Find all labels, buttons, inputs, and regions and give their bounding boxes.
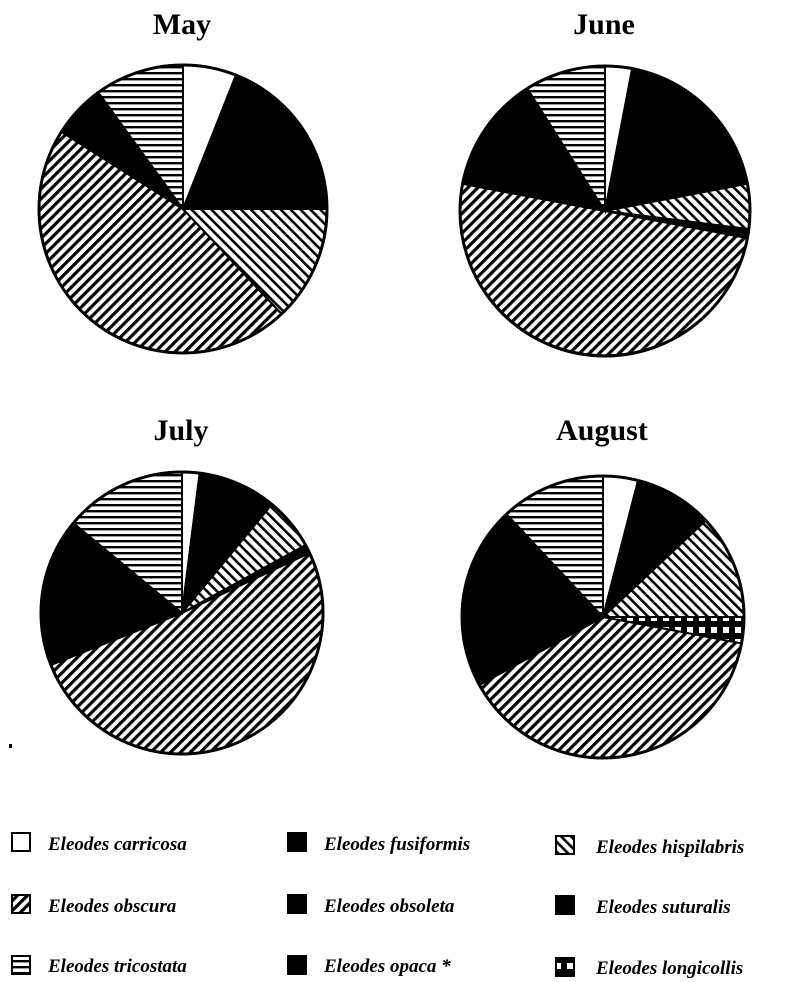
legend-label-carricosa: Eleodes carricosa [47,834,187,855]
legend-label-longicollis: Eleodes longicollis [595,958,743,979]
pie-outline-june [458,64,752,358]
pie-outline-august [460,474,746,760]
legend-label-fusiformis: Eleodes fusiformis [323,834,470,855]
pie-title-july: July [153,414,208,447]
pie-outline-may [37,63,329,355]
pie-slices-august [460,474,746,760]
legend-swatch-obsoleta [287,894,307,914]
pie-august: August [460,414,746,760]
pie-may: May [37,8,329,355]
legend-swatch-longicollis [555,957,575,977]
legend-swatch-tricostata [11,955,31,975]
legend-label-opaca: Eleodes opaca * [323,956,451,977]
legend-label-suturalis: Eleodes suturalis [595,897,731,918]
legend-swatch-carricosa [11,832,31,852]
pie-slices-may [37,63,329,355]
pie-july: July [39,414,325,756]
stray-dot [9,744,12,748]
legend-label-tricostata: Eleodes tricostata [47,956,187,977]
legend-swatch-obscura [11,894,31,914]
legend-label-hispilabris: Eleodes hispilabris [595,837,744,858]
legend-swatch-opaca [287,955,307,975]
pie-title-may: May [153,8,211,41]
legend-item-tricostata: Eleodes tricostata [11,955,187,977]
legend-item-suturalis: Eleodes suturalis [555,895,731,918]
legend: Eleodes carricosa Eleodes obscura Eleode… [11,832,744,979]
legend-label-obsoleta: Eleodes obsoleta [323,896,455,917]
legend-item-fusiformis: Eleodes fusiformis [287,832,470,855]
pie-outline-july [39,470,325,756]
pie-title-august: August [556,414,648,447]
legend-swatch-hispilabris [555,835,575,855]
pie-title-june: June [573,8,635,41]
legend-item-obscura: Eleodes obscura [11,894,177,917]
pie-june: June [458,8,752,358]
pie-slices-june [458,64,752,358]
legend-label-obscura: Eleodes obscura [47,896,177,917]
legend-item-opaca: Eleodes opaca * [287,955,451,977]
legend-swatch-suturalis [555,895,575,915]
legend-item-longicollis: Eleodes longicollis [555,957,743,979]
legend-swatch-fusiformis [287,832,307,852]
pie-slices-july [39,470,325,756]
legend-item-carricosa: Eleodes carricosa [11,832,187,855]
legend-item-obsoleta: Eleodes obsoleta [287,894,455,917]
legend-item-hispilabris: Eleodes hispilabris [555,835,744,858]
